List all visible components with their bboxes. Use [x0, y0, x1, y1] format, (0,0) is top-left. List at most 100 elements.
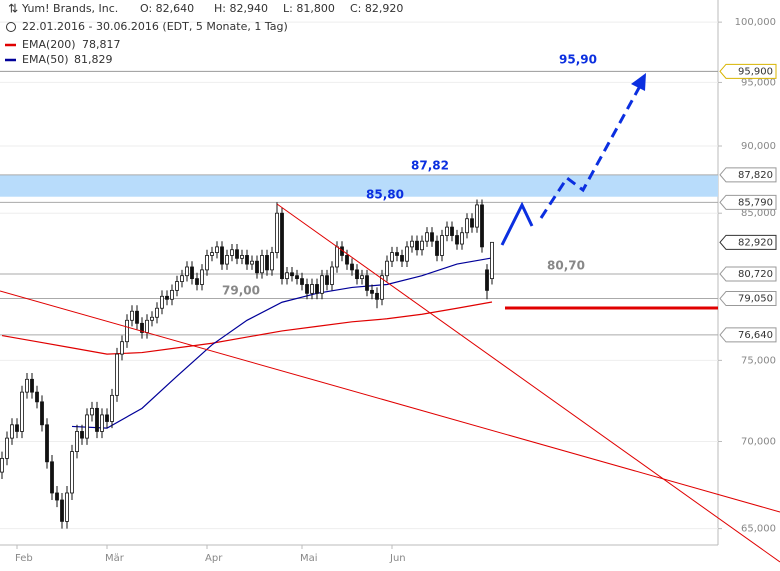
- candle-body: [30, 378, 34, 393]
- candle-body: [400, 255, 404, 262]
- candle-body: [430, 232, 434, 242]
- candle-body: [335, 246, 339, 268]
- candle-body: [35, 391, 39, 403]
- candle-body: [225, 255, 229, 265]
- candle-body: [105, 414, 109, 422]
- level-label: 76,640: [738, 330, 773, 341]
- candle-body: [5, 437, 9, 459]
- candle-body: [175, 281, 179, 291]
- trend-line: [0, 290, 780, 513]
- candle-body: [160, 295, 164, 309]
- candle-body: [165, 295, 169, 300]
- candle-body: [460, 232, 464, 245]
- candle-body: [265, 255, 269, 271]
- candle-body: [300, 278, 304, 285]
- candle-body: [135, 310, 139, 324]
- candle-body: [210, 252, 214, 256]
- price-label: 82,920: [738, 237, 773, 248]
- candle-body: [55, 492, 59, 501]
- candle-body: [245, 255, 249, 265]
- candle-body: [40, 401, 44, 426]
- ema-line: [71, 257, 493, 429]
- candle-body: [70, 451, 74, 494]
- candle-body: [15, 424, 19, 432]
- level-box: [719, 63, 777, 79]
- ohlc: C: 82,920: [350, 2, 403, 15]
- candle-body: [350, 263, 354, 271]
- candle-body: [80, 431, 84, 439]
- candle-body: [380, 275, 384, 300]
- candle-body: [315, 284, 319, 294]
- ohlc: H: 82,940: [214, 2, 268, 15]
- candle-body: [235, 249, 239, 259]
- candle-body: [450, 226, 454, 236]
- candle-body: [275, 212, 279, 253]
- title: Yum! Brands, Inc.: [21, 2, 118, 15]
- x-tick-label: Mär: [105, 553, 125, 564]
- ohlc: L: 81,800: [283, 2, 335, 15]
- candle-body: [255, 260, 259, 274]
- candle-body: [485, 269, 489, 291]
- price-box: [719, 234, 777, 250]
- legend: EMA(200) 78,817 EMA(50) 81,829: [5, 38, 121, 66]
- candle-body: [240, 255, 244, 259]
- y-tick-label: 65,000: [741, 524, 776, 535]
- candle-body: [145, 319, 149, 333]
- candle-body: [200, 269, 204, 285]
- candle-body: [95, 407, 99, 432]
- level-box: [719, 194, 777, 210]
- candle-body: [110, 394, 114, 422]
- candle-body: [320, 275, 324, 294]
- candle-body: [75, 431, 79, 452]
- legend-value: 78,817: [82, 38, 121, 51]
- candle-body: [85, 414, 89, 439]
- candle-body: [295, 275, 299, 280]
- candle-body: [170, 289, 174, 300]
- y-tick-label: 75,000: [741, 355, 776, 366]
- ema-line: [1, 301, 493, 355]
- candle-body: [150, 316, 154, 321]
- annotation: 80,70: [547, 259, 585, 273]
- level-label: 87,820: [738, 170, 773, 181]
- level-box: [719, 291, 777, 307]
- level-label: 80,720: [738, 269, 773, 280]
- candle-body: [475, 204, 479, 228]
- x-tick-label: Feb: [15, 553, 33, 564]
- clock-icon: [6, 22, 16, 32]
- candle-body: [155, 307, 159, 318]
- candle-body: [395, 252, 399, 256]
- candle-body: [100, 414, 104, 432]
- arrow-head: [631, 73, 646, 91]
- x-tick-label: Apr: [205, 553, 223, 564]
- candle-body: [360, 275, 364, 280]
- candle-body: [45, 424, 49, 463]
- candle-body: [185, 266, 189, 277]
- candle-body: [325, 275, 329, 285]
- candle-body: [455, 235, 459, 245]
- candle-body: [10, 424, 14, 439]
- candle-body: [375, 292, 379, 300]
- candle-body: [205, 255, 209, 271]
- candle-body: [190, 266, 194, 280]
- candle-body: [405, 246, 409, 262]
- candle-body: [140, 322, 144, 333]
- candle-body: [125, 319, 129, 343]
- legend-label: EMA(50): [22, 53, 69, 66]
- y-axis: 100,000 95,000 90,000 85,000 75,000 70,000 65,…: [15, 17, 777, 564]
- candle-body: [310, 284, 314, 294]
- candle-body: [130, 310, 134, 321]
- header-icon: ⇅: [8, 2, 18, 16]
- candle-body: [60, 499, 64, 522]
- candle-body: [50, 461, 54, 494]
- candle-body: [410, 240, 414, 248]
- candle-body: [330, 266, 334, 285]
- level-box: [719, 167, 777, 183]
- candle-body: [490, 241, 494, 280]
- arrow: [539, 85, 642, 219]
- annotation: 79,00: [222, 284, 260, 298]
- candle-body: [440, 235, 444, 256]
- candle-body: [65, 492, 69, 522]
- candle-body: [365, 275, 369, 291]
- x-tick-label: Jun: [389, 553, 406, 564]
